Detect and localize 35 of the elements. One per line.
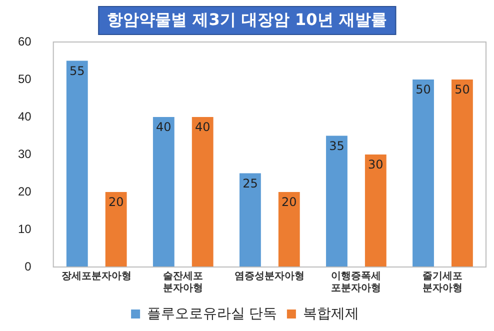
legend-label: 복합제제 [302, 304, 359, 321]
bar [152, 117, 174, 267]
bar [412, 80, 434, 267]
data-label: 35 [329, 138, 344, 153]
x-tick-label: 줄기세포분자아형 [422, 270, 463, 294]
bar [326, 136, 348, 267]
data-label: 55 [70, 64, 85, 78]
y-tick-label: 20 [18, 184, 32, 198]
x-tick-label: 염증성분자아형 [234, 270, 305, 282]
y-tick-label: 10 [18, 222, 32, 236]
chart-title: 항암약물별 제3기 대장암 10년 재발률 [98, 6, 396, 35]
data-label: 50 [454, 82, 470, 97]
data-label: 20 [282, 195, 297, 210]
x-tick-label: 장세포분자아형 [62, 270, 132, 282]
bar [451, 80, 473, 267]
data-label: 40 [156, 120, 172, 134]
bar [364, 154, 386, 267]
data-label: 30 [368, 158, 384, 172]
data-label: 20 [108, 195, 124, 210]
data-label: 50 [416, 82, 431, 97]
legend-label: 플루오로유라실 단독 [147, 304, 277, 321]
bar [66, 60, 88, 267]
y-tick-label: 50 [18, 72, 32, 86]
bar [239, 173, 261, 267]
x-tick-label: 술잔세포분자아형 [163, 270, 204, 294]
bar [105, 192, 127, 267]
x-tick-label: 이행증폭세포분자아형 [331, 270, 382, 294]
y-tick-label: 60 [18, 34, 32, 48]
bar [192, 117, 214, 267]
y-tick-label: 0 [24, 259, 32, 274]
y-tick-label: 30 [18, 146, 32, 161]
data-label: 25 [242, 176, 258, 190]
y-tick-label: 40 [18, 109, 32, 124]
data-label: 40 [194, 120, 210, 134]
bar [278, 192, 300, 267]
